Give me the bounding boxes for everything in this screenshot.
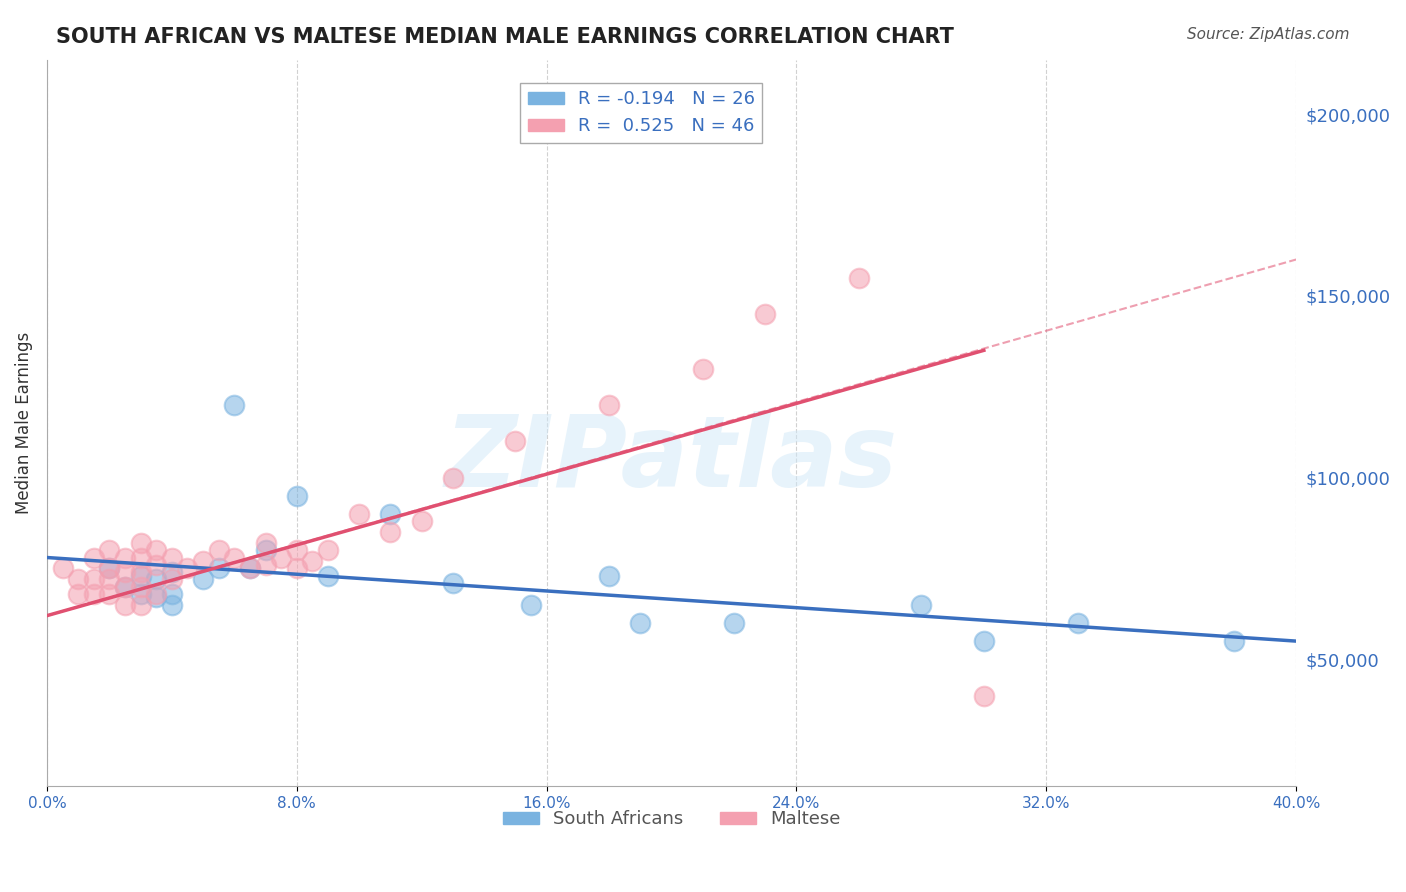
- Point: [51, 561, 73, 575]
- Point: [129, 580, 152, 594]
- Point: [910, 598, 932, 612]
- Point: [114, 580, 136, 594]
- Text: SOUTH AFRICAN VS MALTESE MEDIAN MALE EARNINGS CORRELATION CHART: SOUTH AFRICAN VS MALTESE MEDIAN MALE EAR…: [56, 27, 955, 46]
- Point: [114, 580, 136, 594]
- Point: [129, 587, 152, 601]
- Point: [83, 572, 105, 586]
- Point: [98, 561, 121, 575]
- Point: [98, 587, 121, 601]
- Point: [129, 565, 152, 579]
- Point: [191, 572, 214, 586]
- Point: [98, 561, 121, 575]
- Point: [754, 307, 776, 321]
- Point: [160, 565, 183, 579]
- Point: [1066, 615, 1088, 630]
- Point: [301, 554, 323, 568]
- Point: [208, 561, 231, 575]
- Point: [114, 598, 136, 612]
- Point: [598, 568, 620, 582]
- Point: [441, 470, 464, 484]
- Point: [270, 550, 292, 565]
- Point: [692, 361, 714, 376]
- Point: [316, 568, 339, 582]
- Point: [254, 536, 277, 550]
- Point: [145, 543, 167, 558]
- Point: [145, 591, 167, 605]
- Point: [129, 550, 152, 565]
- Point: [520, 598, 543, 612]
- Point: [160, 550, 183, 565]
- Point: [191, 554, 214, 568]
- Point: [83, 550, 105, 565]
- Point: [145, 558, 167, 572]
- Point: [98, 543, 121, 558]
- Point: [98, 572, 121, 586]
- Point: [67, 587, 90, 601]
- Point: [973, 634, 995, 648]
- Point: [316, 543, 339, 558]
- Point: [411, 514, 433, 528]
- Point: [239, 561, 262, 575]
- Point: [598, 398, 620, 412]
- Point: [160, 598, 183, 612]
- Point: [441, 576, 464, 591]
- Point: [129, 568, 152, 582]
- Point: [160, 572, 183, 586]
- Y-axis label: Median Male Earnings: Median Male Earnings: [15, 332, 32, 514]
- Text: ZIPatlas: ZIPatlas: [444, 411, 898, 508]
- Legend: South Africans, Maltese: South Africans, Maltese: [495, 803, 848, 836]
- Point: [347, 507, 370, 521]
- Point: [285, 543, 308, 558]
- Point: [380, 524, 402, 539]
- Point: [145, 587, 167, 601]
- Point: [239, 561, 262, 575]
- Point: [129, 598, 152, 612]
- Point: [505, 434, 527, 449]
- Point: [285, 561, 308, 575]
- Point: [176, 561, 198, 575]
- Point: [285, 489, 308, 503]
- Point: [224, 550, 246, 565]
- Point: [1222, 634, 1244, 648]
- Point: [129, 536, 152, 550]
- Point: [224, 398, 246, 412]
- Point: [67, 572, 90, 586]
- Point: [208, 543, 231, 558]
- Point: [114, 550, 136, 565]
- Text: Source: ZipAtlas.com: Source: ZipAtlas.com: [1187, 27, 1350, 42]
- Point: [380, 507, 402, 521]
- Point: [848, 270, 870, 285]
- Point: [254, 543, 277, 558]
- Point: [628, 615, 651, 630]
- Point: [973, 689, 995, 703]
- Point: [160, 587, 183, 601]
- Point: [83, 587, 105, 601]
- Point: [254, 558, 277, 572]
- Point: [145, 572, 167, 586]
- Point: [114, 565, 136, 579]
- Point: [723, 615, 745, 630]
